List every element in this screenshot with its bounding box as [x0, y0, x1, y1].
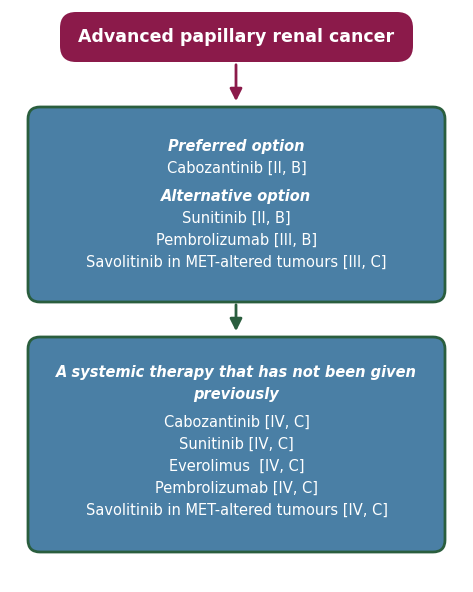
Text: Savolitinib in MET-altered tumours [IV, C]: Savolitinib in MET-altered tumours [IV, … — [86, 503, 387, 518]
Text: Alternative option: Alternative option — [161, 189, 312, 204]
FancyBboxPatch shape — [28, 107, 445, 302]
FancyBboxPatch shape — [60, 12, 413, 62]
Text: Preferred option: Preferred option — [168, 139, 305, 154]
Text: Sunitinib [II, B]: Sunitinib [II, B] — [182, 211, 291, 226]
Text: A systemic therapy that has not been given: A systemic therapy that has not been giv… — [56, 365, 417, 380]
Text: Pembrolizumab [IV, C]: Pembrolizumab [IV, C] — [155, 481, 318, 496]
Text: previously: previously — [193, 387, 280, 402]
Text: Cabozantinib [IV, C]: Cabozantinib [IV, C] — [164, 415, 309, 430]
Text: Savolitinib in MET-altered tumours [III, C]: Savolitinib in MET-altered tumours [III,… — [86, 255, 387, 270]
Text: Advanced papillary renal cancer: Advanced papillary renal cancer — [79, 28, 394, 46]
Text: Everolimus  [IV, C]: Everolimus [IV, C] — [169, 459, 304, 474]
Text: Sunitinib [IV, C]: Sunitinib [IV, C] — [179, 437, 294, 452]
FancyBboxPatch shape — [28, 337, 445, 552]
Text: Cabozantinib [II, B]: Cabozantinib [II, B] — [166, 161, 307, 176]
Text: Pembrolizumab [III, B]: Pembrolizumab [III, B] — [156, 233, 317, 248]
